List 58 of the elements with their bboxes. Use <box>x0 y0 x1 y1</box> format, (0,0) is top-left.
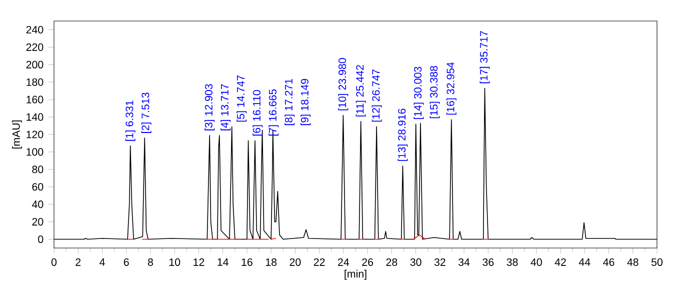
x-tick-label: 6 <box>124 258 129 266</box>
y-tick-label: 240 <box>26 26 44 34</box>
annotation: [1] 6.331 <box>125 100 136 141</box>
annotation: [17] 35.717 <box>480 31 490 84</box>
x-tick-label: 28 <box>386 258 398 266</box>
x-tick-label: 30 <box>410 258 422 266</box>
x-tick-label: 32 <box>434 258 446 266</box>
y-tick-label: 40 <box>32 200 44 208</box>
y-tick-label: 20 <box>32 218 44 226</box>
y-tick-label: 180 <box>26 78 44 86</box>
x-tick-label: 14 <box>218 258 228 266</box>
y-tick-label: 140 <box>26 113 44 121</box>
x-tick-label: 26 <box>362 258 374 266</box>
annotation: [14] 30.003 <box>414 66 424 119</box>
annotation: [10] 23.980 <box>338 58 348 110</box>
x-tick-label: 46 <box>603 258 614 266</box>
y-tick-label: 0 <box>38 235 44 244</box>
annotation: [4] 13.717 <box>220 84 231 130</box>
y-tick-label: 100 <box>26 148 44 156</box>
y-tick-label: 120 <box>26 130 44 138</box>
y-tick-label: 80 <box>32 166 44 174</box>
x-tick-label: 42 <box>554 258 566 266</box>
annotation: [9] 18.149 <box>300 78 311 126</box>
annotation: [7] 16.665 <box>268 89 279 136</box>
x-tick-label: 4 <box>100 258 105 266</box>
x-tick-label: 2 <box>76 258 81 266</box>
annotation: [16] 32.954 <box>446 62 456 115</box>
annotation: [3] 12.903 <box>204 84 215 130</box>
annotation: [6] 16.110 <box>252 90 263 136</box>
x-tick-label: 24 <box>338 258 350 266</box>
x-tick-label: 0 <box>51 258 57 266</box>
x-tick-label: 16 <box>242 258 252 266</box>
y-tick-label: 160 <box>26 96 44 104</box>
x-tick-label: 10 <box>169 258 180 266</box>
x-tick-label: 18 <box>266 258 277 266</box>
x-tick-label: 20 <box>290 258 301 266</box>
x-tick-label: 22 <box>314 258 325 266</box>
y-axis-title: [mAU] <box>12 120 22 149</box>
annotation: [11] 25.442 <box>356 65 366 116</box>
y-tick-label: 200 <box>26 60 44 68</box>
x-tick-label: 50 <box>651 258 663 266</box>
annotation: [2] 7.513 <box>141 92 152 133</box>
annotation: [5] 14.747 <box>236 75 247 122</box>
x-tick-label: 36 <box>482 258 494 266</box>
x-tick-label: 48 <box>627 258 638 266</box>
x-tick-label: 44 <box>578 258 590 266</box>
x-tick-label: 12 <box>194 258 204 266</box>
annotation: [12] 26.747 <box>372 70 382 122</box>
x-tick-label: 8 <box>148 258 153 266</box>
annotation: [13] 28.916 <box>398 108 408 161</box>
y-tick-label: 60 <box>32 183 44 191</box>
x-axis-title: [min] <box>344 270 366 280</box>
x-tick-label: 38 <box>506 258 518 266</box>
annotation: [8] 17.271 <box>284 78 295 126</box>
annotation: [15] 30.388 <box>430 66 440 118</box>
x-tick-label: 34 <box>458 258 470 266</box>
y-tick-label: 220 <box>26 43 44 51</box>
x-tick-label: 40 <box>530 258 542 266</box>
